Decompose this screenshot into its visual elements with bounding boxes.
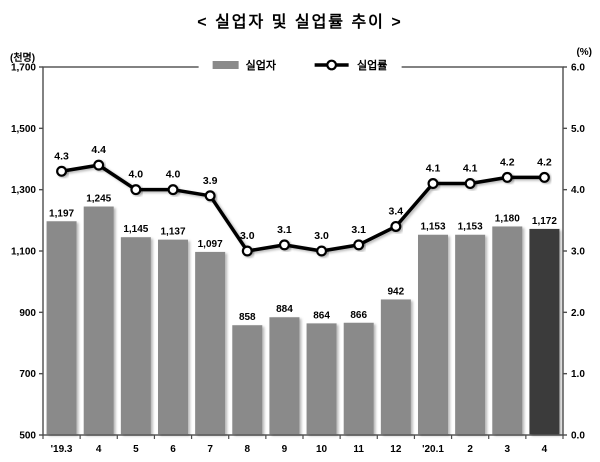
left-axis-tick-label: 900 bbox=[19, 308, 36, 319]
x-axis-category-label: 9 bbox=[282, 444, 288, 455]
x-axis-category-label: 12 bbox=[390, 444, 402, 455]
unemployed-bar bbox=[232, 325, 263, 435]
right-axis-tick-label: 2.0 bbox=[571, 308, 585, 319]
bar-value-label: 1,180 bbox=[495, 213, 520, 224]
bar-value-label: 1,153 bbox=[458, 222, 483, 233]
rate-point-marker bbox=[427, 178, 439, 190]
rate-point-marker bbox=[204, 190, 216, 202]
bar-value-label: 1,245 bbox=[86, 194, 111, 205]
right-axis-unit-label: (%) bbox=[576, 47, 592, 58]
unemployed-bar bbox=[492, 226, 523, 435]
bar-value-label: 1,172 bbox=[532, 216, 557, 227]
unemployed-bar bbox=[120, 237, 151, 435]
unemployed-bar bbox=[306, 323, 337, 435]
bar-value-label: 1,145 bbox=[123, 224, 148, 235]
x-axis-category-label: 4 bbox=[542, 444, 548, 455]
rate-value-label: 4.1 bbox=[426, 163, 441, 175]
rate-value-label: 3.0 bbox=[240, 230, 255, 242]
legend-label-rate: 실업률 bbox=[357, 60, 388, 72]
rate-value-label: 3.4 bbox=[389, 205, 404, 217]
rate-value-label: 4.2 bbox=[500, 156, 515, 168]
right-axis-tick-label: 5.0 bbox=[571, 124, 585, 135]
x-axis-category-label: 3 bbox=[505, 444, 511, 455]
rate-point-marker bbox=[167, 184, 179, 196]
rate-value-label: 3.1 bbox=[277, 224, 292, 236]
right-axis-tick-label: 0.0 bbox=[571, 431, 585, 442]
bar-value-label: 864 bbox=[313, 310, 330, 321]
chart-title: < 실업자 및 실업률 추이 > bbox=[197, 14, 403, 31]
rate-value-label: 3.1 bbox=[351, 224, 366, 236]
bar-value-label: 1,153 bbox=[420, 222, 445, 233]
rate-point-marker bbox=[353, 239, 365, 251]
x-axis-category-label: 6 bbox=[170, 444, 176, 455]
rate-point-marker bbox=[464, 178, 476, 190]
right-axis-tick-label: 4.0 bbox=[571, 185, 585, 196]
left-axis-tick-label: 500 bbox=[19, 431, 36, 442]
rate-point-marker bbox=[130, 184, 142, 196]
legend-item-rate: 실업률 bbox=[314, 57, 387, 73]
bar-value-label: 1,097 bbox=[198, 239, 223, 250]
unemployed-bar bbox=[46, 221, 77, 435]
unemployed-bar bbox=[380, 299, 411, 435]
x-axis-category-label: 7 bbox=[207, 444, 213, 455]
left-axis-tick-label: 700 bbox=[19, 369, 36, 380]
x-axis-category-label: 11 bbox=[353, 444, 364, 455]
rate-value-label: 4.4 bbox=[91, 144, 106, 156]
x-axis-category-label: 8 bbox=[245, 444, 251, 455]
right-axis-tick-label: 6.0 bbox=[571, 63, 585, 74]
rate-value-label: 3.9 bbox=[203, 175, 218, 187]
left-axis-unit-label: (천명) bbox=[10, 53, 36, 64]
unemployed-bar bbox=[83, 206, 114, 435]
unemployed-bar bbox=[343, 322, 374, 435]
left-axis-tick-label: 1,300 bbox=[11, 185, 36, 196]
rate-value-label: 4.3 bbox=[54, 150, 69, 162]
bar-value-label: 884 bbox=[276, 304, 293, 315]
left-axis-tick-label: 1,700 bbox=[11, 63, 36, 74]
x-axis-category-label: '19.3 bbox=[51, 444, 73, 455]
unemployment-rate-line bbox=[61, 163, 545, 253]
bar-value-label: 866 bbox=[350, 310, 367, 321]
rate-point-marker bbox=[278, 239, 290, 251]
rate-value-label: 4.0 bbox=[166, 169, 181, 181]
rate-value-label: 4.0 bbox=[129, 169, 144, 181]
unemployed-bar bbox=[455, 234, 486, 435]
x-axis-category-label: 4 bbox=[96, 444, 102, 455]
legend-label-unemployed: 실업자 bbox=[245, 60, 276, 72]
unemployed-bar bbox=[529, 228, 560, 435]
bar-value-label: 942 bbox=[388, 286, 405, 297]
line-series-swatch-icon bbox=[314, 59, 350, 71]
right-axis-tick-label: 3.0 bbox=[571, 247, 585, 258]
bar-value-label: 1,137 bbox=[160, 227, 185, 238]
rate-point-marker bbox=[501, 171, 513, 183]
x-axis-category-label: '20.1 bbox=[422, 444, 444, 455]
rate-value-label: 4.1 bbox=[463, 163, 478, 175]
x-axis-category-label: 2 bbox=[467, 444, 473, 455]
unemployed-bar bbox=[195, 251, 226, 435]
rate-value-label: 4.2 bbox=[537, 156, 552, 168]
rate-point-marker bbox=[93, 159, 105, 171]
x-axis-category-label: 10 bbox=[316, 444, 328, 455]
unemployed-bar bbox=[158, 239, 188, 435]
right-axis-tick-label: 1.0 bbox=[571, 369, 585, 380]
unemployed-bar bbox=[269, 317, 300, 435]
left-axis-tick-label: 1,500 bbox=[11, 124, 36, 135]
left-axis-tick-label: 1,100 bbox=[11, 247, 36, 258]
rate-value-label: 3.0 bbox=[314, 230, 329, 242]
rate-point-marker bbox=[56, 165, 68, 177]
chart-legend: 실업자 실업률 bbox=[198, 55, 402, 75]
rate-point-marker bbox=[316, 245, 328, 257]
unemployed-bar bbox=[418, 234, 448, 435]
bar-value-label: 1,197 bbox=[49, 208, 74, 219]
rate-point-marker bbox=[538, 171, 550, 183]
x-axis-category-label: 5 bbox=[133, 444, 139, 455]
rate-point-marker bbox=[390, 220, 402, 232]
legend-item-unemployed: 실업자 bbox=[212, 57, 276, 73]
bar-value-label: 858 bbox=[239, 312, 256, 323]
bar-series-swatch-icon bbox=[212, 61, 239, 69]
rate-point-marker bbox=[241, 245, 253, 257]
